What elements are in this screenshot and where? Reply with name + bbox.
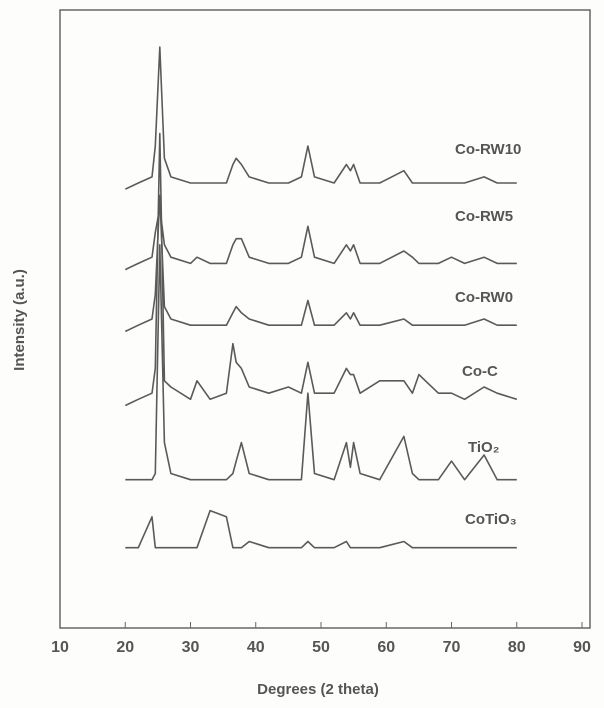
xrd-trace (125, 244, 517, 481)
x-axis-label: Degrees (2 theta) (257, 681, 379, 698)
xrd-trace (125, 509, 517, 549)
series-label: Co-RW5 (455, 208, 513, 225)
x-tick-label: 30 (182, 639, 200, 656)
xrd-trace (124, 207, 517, 271)
x-tick-label: 90 (573, 639, 591, 656)
series-label: Co-RW10 (455, 141, 521, 158)
x-tick-label: 20 (116, 639, 134, 656)
x-tick-label: 80 (508, 639, 526, 656)
x-tick-label: 70 (443, 639, 461, 656)
plot-frame (59, 9, 591, 629)
xrd-trace (124, 194, 517, 333)
series-label: CoTiO₃ (465, 511, 517, 528)
series-label: TiO₂ (468, 439, 499, 456)
x-tick-label: 60 (377, 639, 395, 656)
x-tick-label: 10 (51, 639, 69, 656)
xrd-trace (124, 132, 518, 407)
xrd-trace (124, 46, 517, 190)
series-label: Co-C (462, 363, 498, 380)
x-tick-label: 40 (247, 639, 265, 656)
y-axis-label: Intensity (a.u.) (11, 269, 28, 371)
series-label: Co-RW0 (455, 289, 513, 306)
x-tick-label: 50 (312, 639, 330, 656)
